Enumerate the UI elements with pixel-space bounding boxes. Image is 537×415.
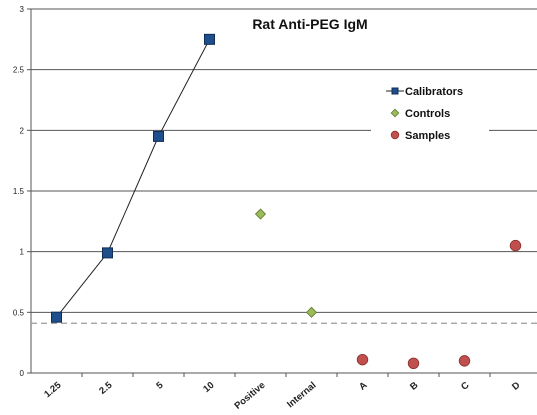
samples-point	[357, 354, 368, 365]
calibrators-point	[205, 34, 215, 44]
y-tick-label: 1.5	[13, 187, 25, 196]
y-tick-label: 2.5	[13, 66, 25, 75]
samples-point	[459, 356, 470, 367]
chart-title: Rat Anti-PEG IgM	[252, 16, 367, 32]
legend: Calibrators Controls Samples	[371, 77, 489, 147]
calibrators-point	[154, 131, 164, 141]
legend-marker-samples	[391, 131, 399, 139]
legend-label-calibrators: Calibrators	[405, 86, 463, 98]
calibrators-point	[103, 248, 113, 258]
samples-point	[408, 358, 419, 369]
legend-label-controls: Controls	[405, 108, 450, 120]
legend-label-samples: Samples	[405, 130, 450, 142]
legend-marker-calibrators	[392, 88, 398, 94]
y-tick-label: 2	[20, 126, 25, 135]
y-tick-label: 0	[20, 369, 25, 378]
samples-point	[510, 240, 521, 251]
y-tick-label: 1	[20, 248, 25, 257]
y-tick-label: 3	[20, 5, 25, 14]
y-tick-label: 0.5	[13, 308, 25, 317]
calibrators-point	[52, 312, 62, 322]
